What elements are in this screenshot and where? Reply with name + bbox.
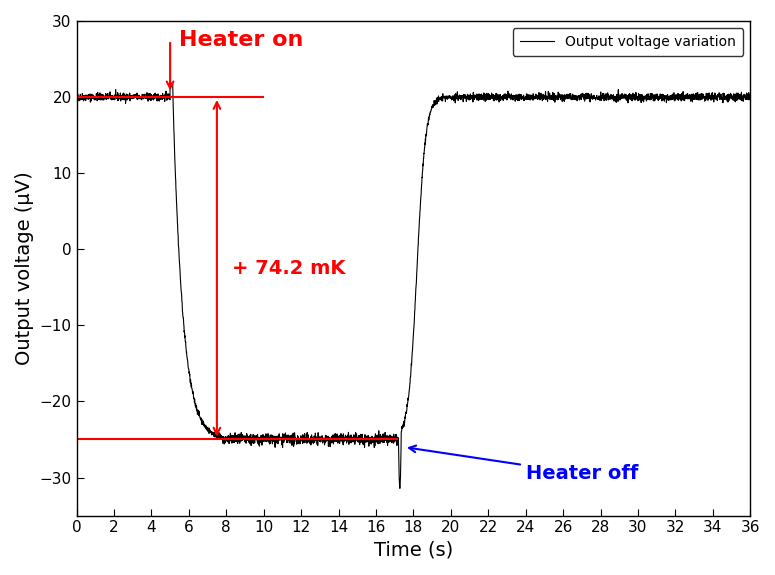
Output voltage variation [538,97,547,104]
Line: Output voltage variation: Output voltage variation [77,81,750,488]
Output voltage variation [746,95,755,102]
Text: + 74.2 mK: + 74.2 mK [232,259,345,278]
Y-axis label: Output voltage (μV): Output voltage (μV) [15,171,34,365]
Output voltage variation [166,78,175,85]
Text: Heater off: Heater off [409,446,638,483]
Output voltage variation [281,433,291,440]
Text: Heater on: Heater on [180,30,304,50]
Legend: Output voltage variation: Output voltage variation [513,28,743,56]
Output voltage variation [153,92,162,99]
Output voltage variation [152,91,161,98]
Output voltage variation [593,96,602,103]
Output voltage variation [115,95,124,102]
X-axis label: Time (s): Time (s) [374,541,453,560]
Output voltage variation [395,485,405,492]
Output voltage variation [72,93,81,99]
